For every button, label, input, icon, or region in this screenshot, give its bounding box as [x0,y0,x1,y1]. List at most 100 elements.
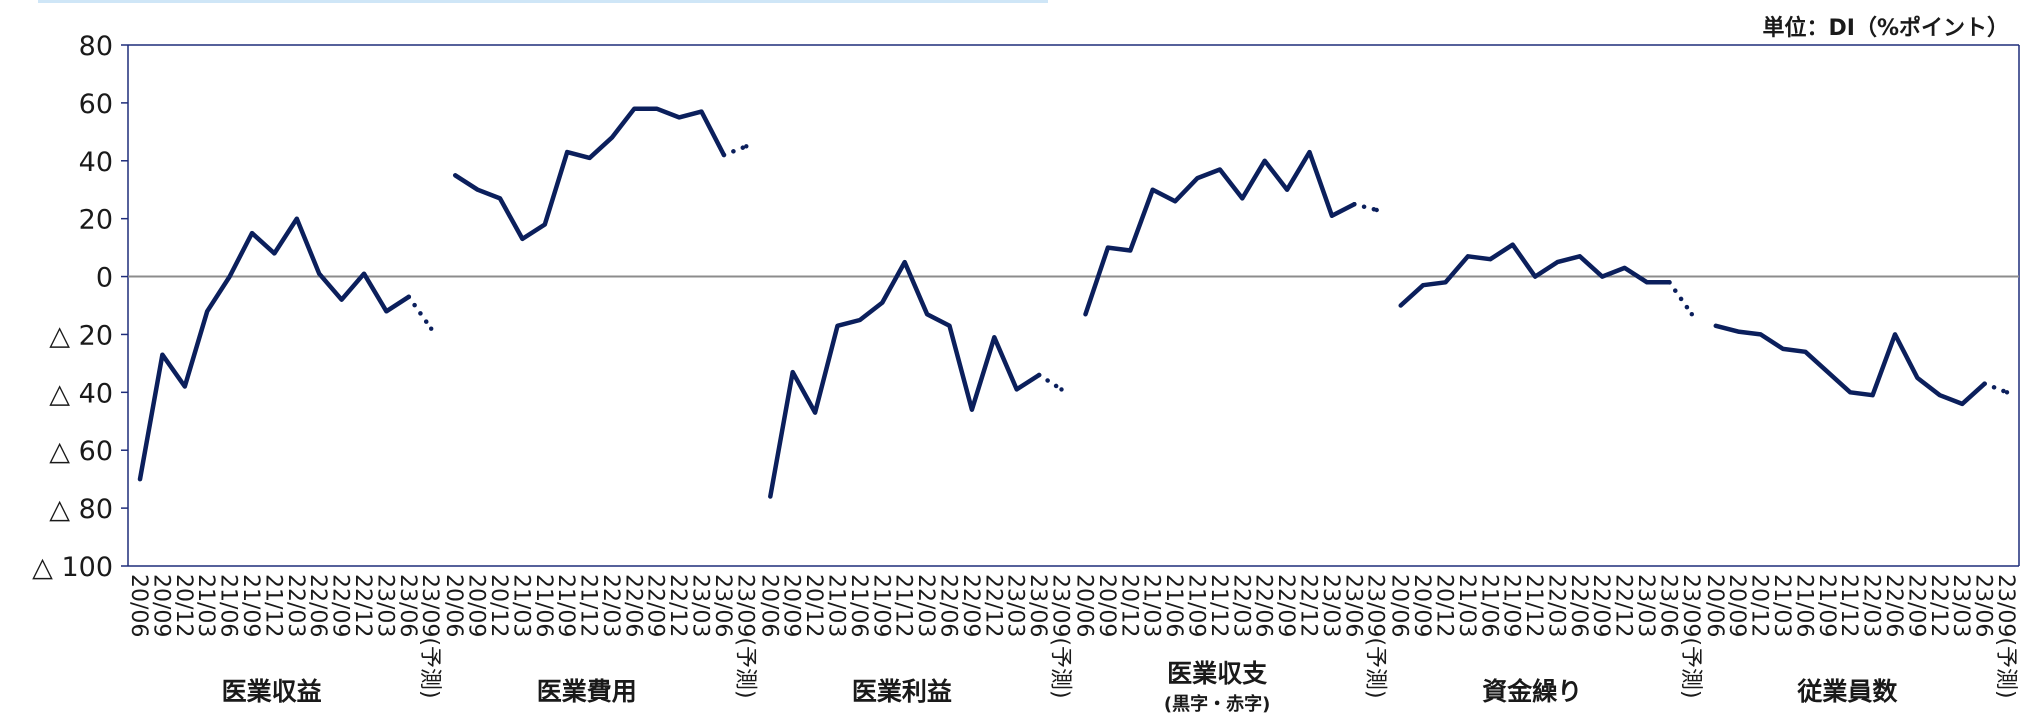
data-point [655,107,659,111]
x-tick-label: 21/03 [1769,574,1794,637]
x-tick-label: 23/09(予測) [1048,574,1073,699]
data-point [768,494,772,498]
data-point [587,156,591,160]
x-tick-label: 23/03 [688,574,713,637]
data-point [677,115,681,119]
data-point [138,477,142,481]
x-tick-label: 21/09 [868,574,893,637]
x-tick-label: 21/09 [1184,574,1209,637]
data-point [610,135,614,139]
x-tick-label: 20/06 [1072,574,1097,637]
data-point [1128,248,1132,252]
data-point [1151,188,1155,192]
x-tick-label: 22/03 [598,574,623,637]
data-point [1848,390,1852,394]
data-point [1083,312,1087,316]
x-tick-label: 21/12 [1206,574,1231,637]
top-strip-decoration [38,0,1048,3]
x-tick-label: 20/06 [756,574,781,637]
data-point [970,408,974,412]
data-point [1915,376,1919,380]
x-tick-label: 20/06 [1702,574,1727,637]
x-tick-label: 20/06 [1387,574,1412,637]
data-point [543,222,547,226]
data-point [1285,188,1289,192]
data-point [1736,329,1740,333]
data-point [407,295,411,299]
data-point [205,309,209,313]
data-point [1938,393,1942,397]
data-point [317,272,321,276]
x-tick-label: 22/12 [665,574,690,637]
x-tick-label: 20/12 [1747,574,1772,637]
data-point [362,272,366,276]
data-point [295,217,299,221]
x-tick-label: 22/03 [1859,574,1884,637]
data-point [1218,167,1222,171]
x-tick-label: 21/03 [1139,574,1164,637]
series-line [452,106,727,242]
forecast-segment [1036,372,1064,392]
x-tick-label: 21/12 [1836,574,1861,637]
x-tick-label: 21/03 [508,574,533,637]
forecast-segment [1982,381,2010,395]
series-line [768,259,1042,499]
data-point [429,326,434,331]
x-tick-label: 21/06 [216,574,241,637]
group-label: 従業員数 [1796,677,1898,706]
x-tick-label: 22/03 [913,574,938,637]
data-point [250,231,254,235]
data-point [880,300,884,304]
data-point [992,335,996,339]
data-point [1803,350,1807,354]
y-tick-label: △ 100 [32,552,113,583]
group-sublabel: (黒字・赤字) [1164,693,1270,715]
x-tick-label: 22/03 [1543,574,1568,637]
data-point [227,274,231,278]
data-point [339,298,343,302]
y-axis: 80 60 40 20 0 △ 20 △ 40 △ 60 △ 80 △ 100 [32,31,128,583]
data-point [1555,260,1559,264]
x-tick-label: 22/09 [328,574,353,637]
x-tick-label: 20/09 [1409,574,1434,637]
x-tick-label: 22/06 [305,574,330,637]
group-label: 医業収益 [222,677,322,706]
x-tick-label: 20/09 [148,574,173,637]
x-tick-label: 21/12 [260,574,285,637]
x-tick-label: 23/03 [1318,574,1343,637]
x-tick-label: 21/03 [193,574,218,637]
x-tick-label: 23/06 [710,574,735,637]
forecast-segment [721,144,749,158]
data-point [1982,382,1986,386]
x-tick-label: 23/06 [395,574,420,637]
x-tick-label: 23/06 [1971,574,1996,637]
x-tick-label: 22/12 [350,574,375,637]
y-tick-label: △ 80 [49,494,113,525]
x-tick-label: 23/09(予測) [732,574,757,699]
x-tick-label: 21/06 [1476,574,1501,637]
series-group [1398,242,1695,317]
x-tick-label: 23/03 [372,574,397,637]
x-tick-label: 23/09(予測) [1678,574,1703,699]
x-tick-label: 22/09 [1588,574,1613,637]
x-tick-label: 20/09 [1094,574,1119,637]
data-point [1870,393,1874,397]
data-point [272,251,276,255]
x-tick-label: 20/12 [171,574,196,637]
y-tick-label: △ 40 [49,378,113,409]
x-tick-label: 22/06 [1566,574,1591,637]
group-label: 資金繰り [1482,677,1582,706]
data-point [1645,280,1649,284]
x-tick-label: 21/06 [846,574,871,637]
x-tick-label: 23/03 [1948,574,1973,637]
x-tick-label: 22/03 [283,574,308,637]
data-point [903,260,907,264]
data-point [475,188,479,192]
x-tick-label: 21/06 [1161,574,1186,637]
data-point [744,144,749,149]
series-group [137,216,434,482]
data-point [1240,196,1244,200]
x-tick-label: 22/09 [1273,574,1298,637]
